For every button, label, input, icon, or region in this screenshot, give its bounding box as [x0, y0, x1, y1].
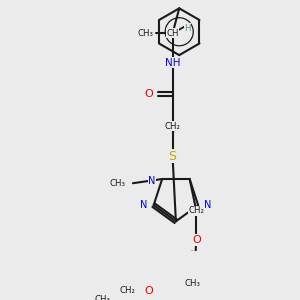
Text: CH₃: CH₃: [110, 179, 126, 188]
Text: S: S: [169, 150, 177, 163]
Text: N: N: [148, 176, 156, 186]
Text: NH: NH: [165, 58, 180, 68]
Text: O: O: [192, 235, 201, 245]
Text: CH₃: CH₃: [184, 279, 200, 288]
Text: CH₃: CH₃: [94, 295, 110, 300]
Text: N: N: [205, 200, 212, 210]
Text: CH₂: CH₂: [188, 206, 204, 215]
Text: CH₂: CH₂: [165, 122, 181, 130]
Text: N: N: [140, 200, 147, 210]
Text: CH₃: CH₃: [138, 29, 154, 38]
Text: O: O: [145, 286, 154, 296]
Text: O: O: [145, 89, 154, 99]
Text: CH: CH: [166, 29, 179, 38]
Text: CH₂: CH₂: [119, 286, 136, 296]
Text: H: H: [184, 24, 191, 33]
